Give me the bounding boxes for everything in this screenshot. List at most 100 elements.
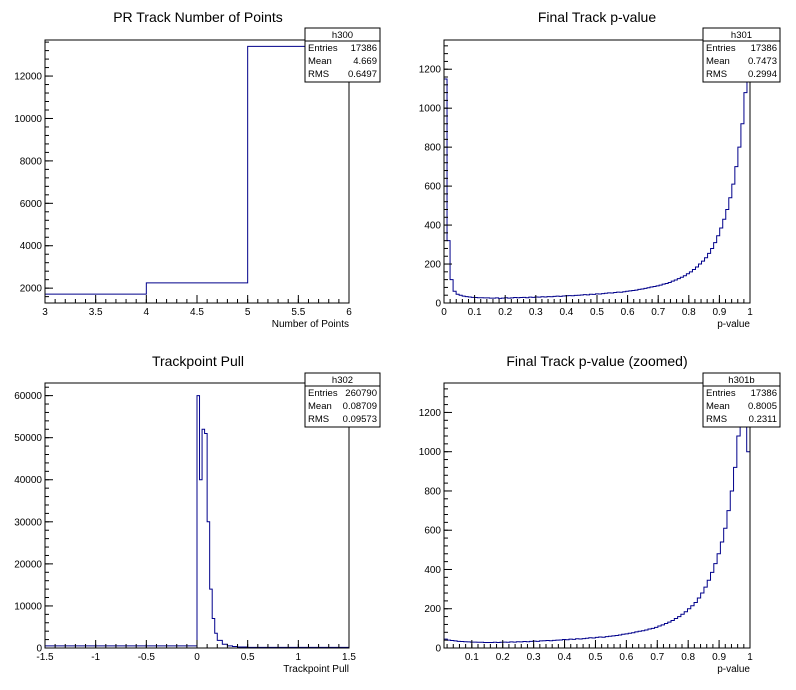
x-tick-label: -0.5: [138, 652, 156, 663]
x-tick-label: 1.5: [342, 652, 356, 663]
y-tick-label: 0: [435, 644, 441, 655]
stats-value-rms: 0.6497: [348, 69, 377, 80]
histogram-line: [443, 415, 751, 648]
x-tick-label: 0.2: [498, 307, 512, 318]
y-tick-label: 1000: [419, 447, 442, 458]
stats-box: h302 Entries 260790 Mean 0.08709 RMS 0.09573: [304, 372, 381, 428]
x-tick-label: 4.5: [190, 307, 204, 318]
x-axis-label: Trackpoint Pull: [283, 664, 349, 675]
y-tick-label: 0: [435, 299, 441, 310]
y-tick-label: 8000: [20, 156, 43, 167]
histogram-h300: PR Track Number of Points 3 3.5 4 4.5 5 5.5 6 20…: [14, 9, 381, 330]
y-tick-label: 40000: [14, 475, 42, 486]
y-tick-label: 10000: [14, 601, 42, 612]
y-tick-label: 12000: [14, 72, 42, 83]
stats-label-entries: Entries: [308, 388, 338, 399]
stats-name: h301: [731, 30, 752, 41]
x-tick-label: -1: [91, 652, 100, 663]
stats-box-frame: [702, 372, 781, 428]
stats-label-entries: Entries: [706, 43, 736, 54]
plot-frame: [443, 382, 751, 649]
x-tick-label: 0.7: [650, 652, 664, 663]
x-tick-label: 5.5: [291, 307, 305, 318]
stats-label-rms: RMS: [706, 69, 727, 80]
stats-value-rms: 0.2994: [748, 69, 777, 80]
stats-box-frame: [304, 27, 381, 83]
x-tick-label: 1: [296, 652, 302, 663]
y-tick-label: 800: [424, 486, 441, 497]
y-tick-label: 0: [36, 644, 42, 655]
y-tick-label: 30000: [14, 517, 42, 528]
x-tick-label: 0.6: [619, 652, 633, 663]
histogram-line: [443, 76, 751, 303]
stats-label-rms: RMS: [308, 69, 329, 80]
x-tick-label: -1.5: [36, 652, 54, 663]
histogram-h301b: Final Track p-value (zoomed) 0.1 0.2 0.3 0.4…: [419, 353, 781, 675]
stats-label-mean: Mean: [308, 401, 332, 412]
stats-value-entries: 17386: [751, 388, 777, 399]
stats-label-rms: RMS: [706, 414, 727, 425]
x-tick-label: 0.8: [682, 307, 696, 318]
y-tick-label: 1200: [419, 65, 442, 76]
y-tick-label: 2000: [20, 284, 43, 295]
stats-label-mean: Mean: [308, 56, 332, 67]
x-tick-label: 5: [245, 307, 251, 318]
stats-label-rms: RMS: [308, 414, 329, 425]
stats-value-mean: 0.8005: [748, 401, 777, 412]
stats-label-mean: Mean: [706, 56, 730, 67]
y-tick-label: 200: [424, 260, 441, 271]
chart-title: PR Track Number of Points: [113, 9, 283, 25]
y-tick-label: 4000: [20, 241, 43, 252]
y-tick-label: 50000: [14, 433, 42, 444]
y-tick-label: 600: [424, 182, 441, 193]
x-axis-label: p-value: [717, 319, 750, 330]
x-tick-label: 0.3: [527, 652, 541, 663]
stats-label-mean: Mean: [706, 401, 730, 412]
y-tick-label: 10000: [14, 114, 42, 125]
x-tick-label: 0.5: [590, 307, 604, 318]
x-tick-label: 0.1: [468, 307, 482, 318]
y-tick-label: 1000: [419, 104, 442, 115]
y-tick-label: 800: [424, 143, 441, 154]
stats-value-mean: 0.7473: [748, 56, 777, 67]
stats-name: h300: [332, 30, 353, 41]
x-tick-label: 6: [346, 307, 352, 318]
plot-frame: [44, 39, 350, 304]
chart-title: Final Track p-value: [538, 9, 656, 25]
x-tick-label: 0: [194, 652, 200, 663]
stats-box: h301b Entries 17386 Mean 0.8005 RMS 0.2311: [702, 372, 781, 428]
x-tick-label: 0.9: [712, 652, 726, 663]
y-tick-label: 600: [424, 526, 441, 537]
x-axis-label: Number of Points: [272, 319, 349, 330]
stats-name: h301b: [728, 375, 754, 386]
stats-value-mean: 4.669: [353, 56, 377, 67]
x-tick-label: 4: [144, 307, 150, 318]
stats-value-mean: 0.08709: [343, 401, 377, 412]
x-tick-label: 0.7: [651, 307, 665, 318]
stats-box-frame: [702, 27, 781, 83]
x-tick-label: 0.2: [496, 652, 510, 663]
y-tick-label: 6000: [20, 199, 43, 210]
stats-value-rms: 0.09573: [343, 414, 377, 425]
histogram-line: [44, 395, 350, 648]
y-tick-label: 400: [424, 565, 441, 576]
y-tick-label: 20000: [14, 559, 42, 570]
y-tick-label: 200: [424, 604, 441, 615]
x-tick-label: 0.5: [589, 652, 603, 663]
x-tick-label: 3: [42, 307, 48, 318]
chart-title: Trackpoint Pull: [152, 353, 244, 369]
stats-label-entries: Entries: [706, 388, 736, 399]
histogram-h302: Trackpoint Pull -1.5 -1 -0.5 0 0.5 1 1.5 0 10000 2…: [14, 353, 381, 675]
x-axis-label: p-value: [717, 664, 750, 675]
x-tick-label: 0: [441, 307, 447, 318]
stats-value-entries: 17386: [351, 43, 377, 54]
x-tick-label: 0.4: [558, 652, 572, 663]
histogram-h301: Final Track p-value 0 0.1 0.2 0.3 0.4 0.5 0.6 0.…: [419, 9, 781, 330]
x-tick-label: 1: [747, 307, 753, 318]
x-tick-label: 3.5: [89, 307, 103, 318]
histogram-line: [44, 45, 350, 303]
stats-name: h302: [332, 375, 353, 386]
chart-title: Final Track p-value (zoomed): [506, 353, 687, 369]
x-tick-label: 0.6: [621, 307, 635, 318]
